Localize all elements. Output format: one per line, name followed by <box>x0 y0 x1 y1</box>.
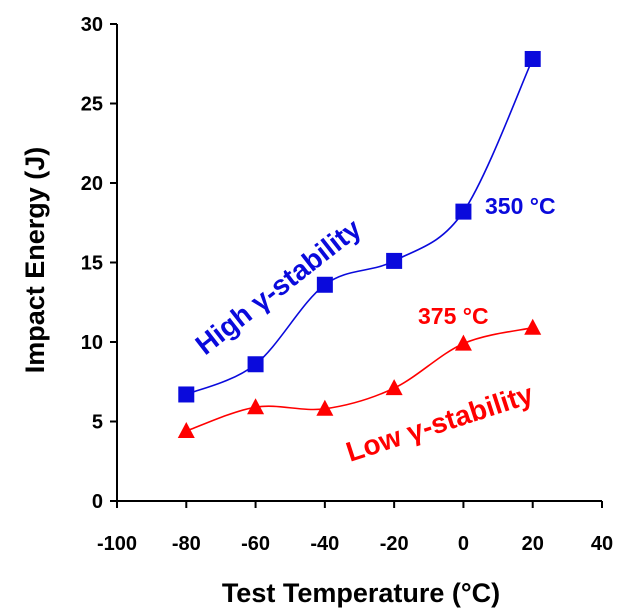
series-350-point <box>386 252 403 269</box>
x-tick-label: 40 <box>591 533 613 555</box>
series-375-point <box>316 399 334 416</box>
x-tick-label: -60 <box>241 533 270 555</box>
y-axis-label: Impact Energy (J) <box>20 147 50 374</box>
series-350-label: 350 °C <box>485 193 556 219</box>
series-350-point <box>524 50 541 67</box>
series-375-point <box>177 422 195 439</box>
series-375-point <box>524 318 542 335</box>
low-stability-annotation: Low γ-stability <box>342 378 537 468</box>
series-375-label: 375 °C <box>418 303 489 329</box>
x-tick-label: 0 <box>458 533 469 555</box>
series-350-point <box>247 356 264 373</box>
series-375-point <box>385 379 403 396</box>
x-tick-label: 20 <box>522 533 544 555</box>
series-375 <box>177 318 542 439</box>
x-tick-label: -20 <box>380 533 409 555</box>
y-tick-label: 15 <box>81 253 103 275</box>
series-layer <box>177 50 542 439</box>
series-350 <box>178 50 541 403</box>
series-350-point <box>455 203 472 220</box>
series-350-point <box>178 386 195 403</box>
y-tick-label: 25 <box>81 94 103 116</box>
y-tick-label: 20 <box>81 173 103 195</box>
plot-axes: 0 5 10 15 20 25 30 -100 -80 -60 -40 -20 0 20 40 <box>81 14 613 555</box>
series-375-line <box>186 326 533 432</box>
y-tick-label: 0 <box>92 491 103 513</box>
series-350-point <box>316 276 333 293</box>
series-375-point <box>454 334 472 351</box>
x-tick-label: -100 <box>97 533 137 555</box>
x-tick-label: -80 <box>172 533 201 555</box>
y-tick-label: 30 <box>81 14 103 36</box>
x-tick-label: -40 <box>310 533 339 555</box>
series-350-line <box>185 58 534 396</box>
y-tick-label: 5 <box>92 412 103 434</box>
x-axis-label: Test Temperature (°C) <box>222 578 500 608</box>
series-375-point <box>247 398 265 415</box>
y-tick-label: 10 <box>81 332 103 354</box>
